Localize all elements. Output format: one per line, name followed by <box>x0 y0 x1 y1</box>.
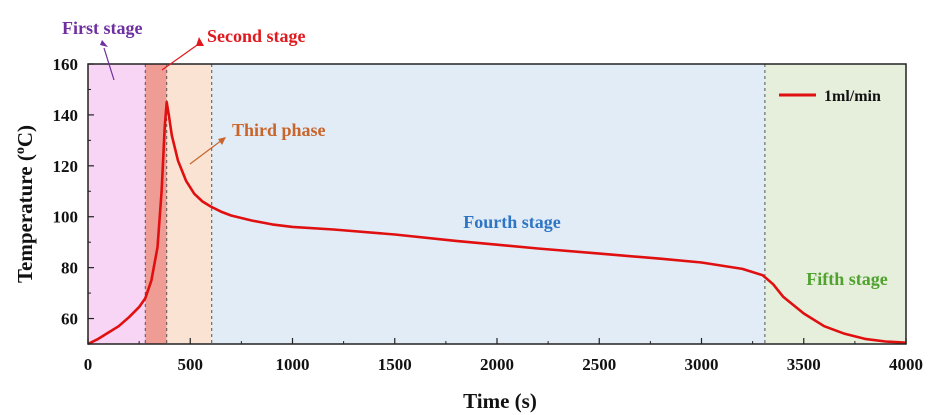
x-tick-label-2500: 2500 <box>582 355 616 374</box>
y-axis-title-sup: o <box>13 147 28 154</box>
x-tick-label-500: 500 <box>178 355 204 374</box>
stage-band-2 <box>145 64 167 344</box>
arrow-first-stage-head <box>100 40 108 47</box>
y-tick-label-120: 120 <box>53 157 79 176</box>
y-axis-title: Temperature (oC) <box>13 125 37 283</box>
x-tick-label-2000: 2000 <box>480 355 514 374</box>
y-tick-label-100: 100 <box>53 208 79 227</box>
x-axis-ticks: 0 500 1000 1500 2000 2500 3000 3500 4000 <box>84 338 923 374</box>
stage-label-third: Third phase <box>232 120 326 140</box>
y-tick-label-60: 60 <box>61 310 78 329</box>
legend-label: 1ml/min <box>824 88 881 105</box>
y-axis-title-main: Temperature ( <box>13 154 37 283</box>
stage-band-5 <box>764 64 906 344</box>
arrow-second-stage-head <box>196 37 204 46</box>
series-layer <box>87 100 907 346</box>
x-tick-label-4000: 4000 <box>889 355 923 374</box>
x-tick-label-3500: 3500 <box>787 355 821 374</box>
y-axis-ticks: 60 80 100 120 140 160 <box>53 55 94 329</box>
y-tick-label-160: 160 <box>53 55 79 74</box>
x-tick-label-1500: 1500 <box>378 355 412 374</box>
arrow-third-phase-head <box>218 137 226 145</box>
arrow-second-stage <box>161 42 201 71</box>
y-axis-title-tail: C) <box>13 125 37 147</box>
x-tick-label-1000: 1000 <box>276 355 310 374</box>
x-tick-label-3000: 3000 <box>685 355 719 374</box>
x-axis-title: Time (s) <box>463 389 537 413</box>
stage-bands <box>88 64 906 344</box>
stage-label-second: Second stage <box>207 26 306 46</box>
y-tick-label-80: 80 <box>61 259 78 278</box>
stage-label-first: First stage <box>62 18 142 38</box>
x-tick-label-0: 0 <box>84 355 93 374</box>
series-line-1 <box>87 100 907 346</box>
arrow-third-phase <box>189 139 223 165</box>
stage-label-fourth: Fourth stage <box>463 212 561 232</box>
arrow-first-stage <box>103 47 115 81</box>
y-tick-label-140: 140 <box>53 106 79 125</box>
stage-boundaries <box>144 64 766 344</box>
stage-label-fifth: Fifth stage <box>806 269 887 289</box>
stage-band-4 <box>211 64 765 344</box>
stage-band-1 <box>88 64 146 344</box>
